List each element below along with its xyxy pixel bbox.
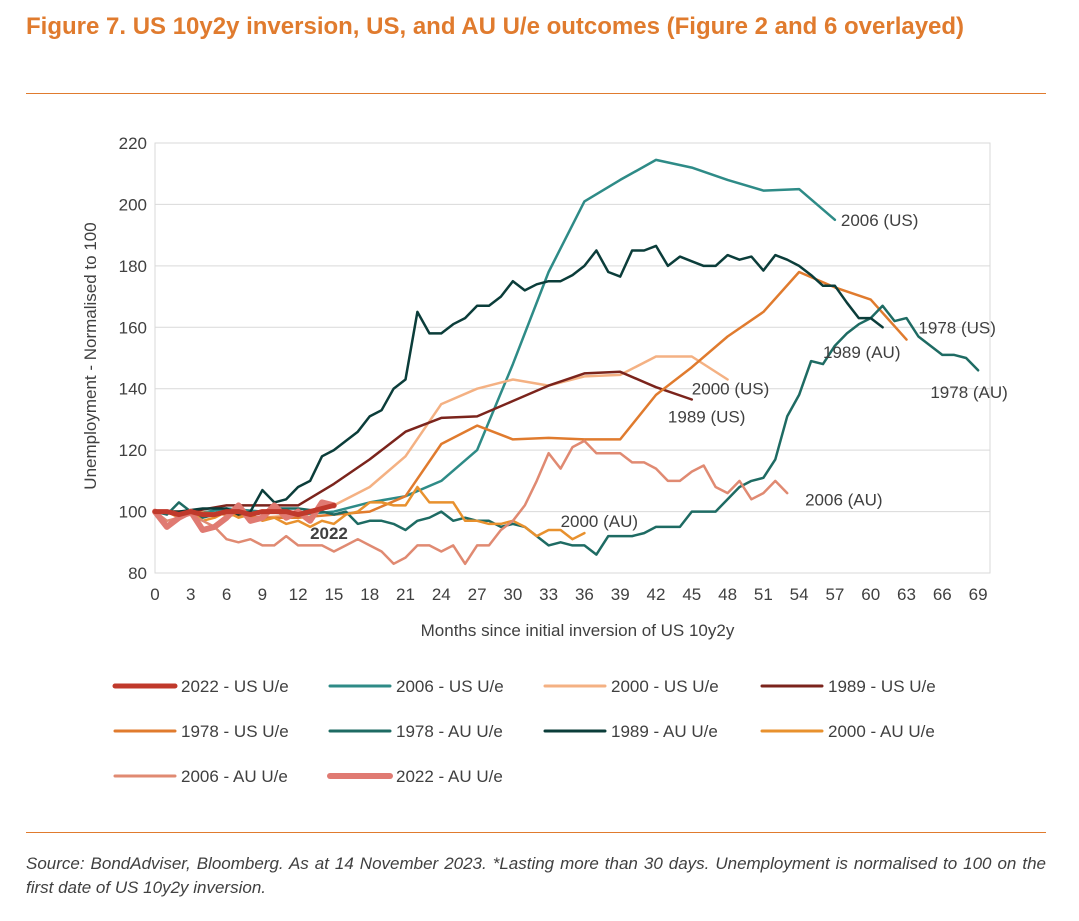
annotation-label: 1978 (AU)	[930, 383, 1007, 402]
legend-label: 1989 - US U/e	[828, 677, 936, 696]
series-line-2006-au-u-e	[153, 439, 789, 566]
y-tick-label: 80	[128, 564, 147, 583]
series-line-1978-au-u-e	[153, 304, 980, 556]
legend-label: 2006 - US U/e	[396, 677, 504, 696]
legend-label: 2022 - AU U/e	[396, 767, 503, 786]
y-axis-title: Unemployment - Normalised to 100	[81, 222, 100, 489]
plot-border	[154, 142, 991, 574]
legend: 2022 - US U/e 2006 - US U/e 2000 - US U/e 1…	[112, 677, 936, 786]
x-tick-label: 24	[432, 585, 451, 604]
series-lines	[152, 158, 980, 566]
series-line-2006-us-u-e	[153, 158, 837, 516]
x-tick-label: 33	[539, 585, 558, 604]
figure-title: Figure 7. US 10y2y inversion, US, and AU…	[26, 13, 965, 40]
x-tick-label: 6	[222, 585, 231, 604]
x-tick-label: 63	[897, 585, 916, 604]
series-line-1978-us-u-e	[153, 270, 908, 519]
legend-label: 2000 - AU U/e	[828, 722, 935, 741]
source-divider	[26, 832, 1046, 833]
legend-label: 2022 - US U/e	[181, 677, 289, 696]
x-tick-label: 69	[969, 585, 988, 604]
x-tick-label: 66	[933, 585, 952, 604]
x-tick-label: 9	[258, 585, 267, 604]
x-tick-label: 39	[611, 585, 630, 604]
title-divider	[26, 93, 1046, 94]
x-tick-label: 0	[150, 585, 159, 604]
source-note: Source: BondAdviser, Bloomberg. As at 14…	[26, 854, 1046, 897]
y-tick-label: 200	[119, 195, 147, 214]
y-tick-label: 180	[119, 257, 147, 276]
x-tick-label: 12	[289, 585, 308, 604]
y-tick-label: 120	[119, 441, 147, 460]
x-tick-label: 45	[682, 585, 701, 604]
x-tick-label: 27	[468, 585, 487, 604]
x-tick-label: 15	[324, 585, 343, 604]
annotations: 2006 (US) 1978 (US) 1989 (AU) 1978 (AU) 2000…	[310, 211, 1008, 543]
legend-label: 1989 - AU U/e	[611, 722, 718, 741]
x-tick-label: 48	[718, 585, 737, 604]
y-tick-label: 160	[119, 318, 147, 337]
x-tick-label: 42	[647, 585, 666, 604]
annotation-label: 1989 (AU)	[823, 343, 900, 362]
legend-label: 2000 - US U/e	[611, 677, 719, 696]
x-tick-label: 51	[754, 585, 773, 604]
annotation-label: 2022	[310, 524, 348, 543]
x-tick-label: 21	[396, 585, 415, 604]
x-tick-label: 36	[575, 585, 594, 604]
x-tick-label: 18	[360, 585, 379, 604]
x-tick-label: 57	[825, 585, 844, 604]
series-line-1989-au-u-e	[153, 244, 884, 516]
x-axis-title: Months since initial inversion of US 10y…	[421, 621, 735, 640]
x-tick-label: 54	[790, 585, 809, 604]
y-tick-label: 140	[119, 380, 147, 399]
annotation-label: 2006 (US)	[841, 211, 918, 230]
series-line-1989-us-u-e	[153, 370, 694, 513]
legend-label: 1978 - AU U/e	[396, 722, 503, 741]
annotation-label: 1989 (US)	[668, 407, 745, 426]
y-tick-label: 220	[119, 134, 147, 153]
annotation-label: 1978 (US)	[918, 318, 995, 337]
legend-label: 2006 - AU U/e	[181, 767, 288, 786]
x-tick-label: 60	[861, 585, 880, 604]
annotation-label: 2006 (AU)	[805, 490, 882, 509]
annotation-label: 2000 (AU)	[561, 512, 638, 531]
x-tick-label: 3	[186, 585, 195, 604]
legend-label: 1978 - US U/e	[181, 722, 289, 741]
x-tick-label: 30	[503, 585, 522, 604]
annotation-label: 2000 (US)	[692, 380, 769, 399]
y-tick-label: 100	[119, 503, 147, 522]
series-line-2022-us-u-e	[152, 502, 337, 518]
